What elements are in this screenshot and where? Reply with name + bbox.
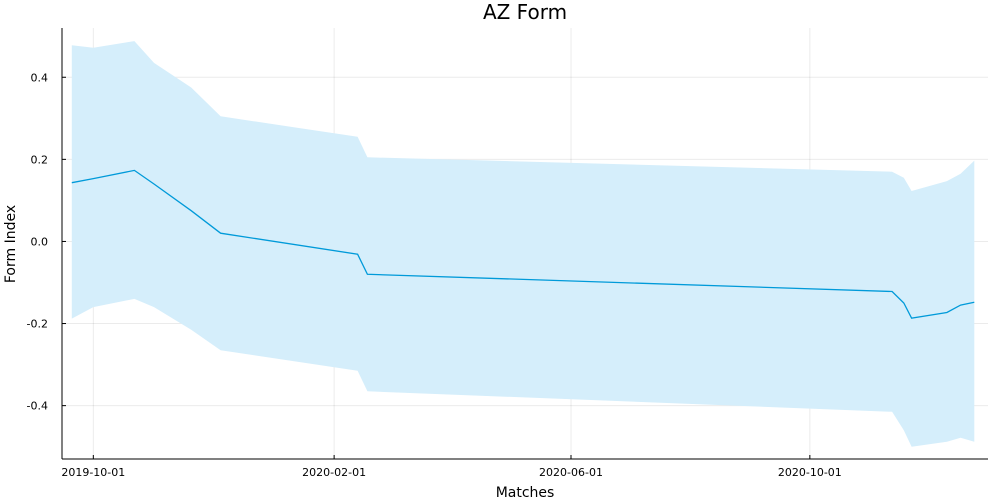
- axes-layer: [61, 28, 988, 460]
- x-axis-label: Matches: [496, 485, 555, 500]
- x-tick-label: 2020-06-01: [539, 466, 603, 479]
- x-tick-label: 2020-02-01: [302, 466, 366, 479]
- y-tick-label: 0.0: [31, 235, 49, 248]
- confidence-band: [71, 41, 975, 447]
- chart-title: AZ Form: [483, 0, 567, 24]
- x-tick-label: 2019-10-01: [61, 466, 125, 479]
- y-tick-label: -0.4: [27, 400, 48, 413]
- series-line: [71, 169, 975, 319]
- y-axis-label: Form Index: [3, 205, 19, 283]
- y-tick-label: -0.2: [27, 318, 48, 331]
- x-tick-label: 2020-10-01: [778, 466, 842, 479]
- y-tick-label: 0.2: [31, 153, 49, 166]
- confidence-band-layer: [71, 41, 975, 447]
- ticks-layer: 2019-10-01 2020-02-01 2020-06-01 2020-10-01…: [27, 71, 842, 479]
- series-line-layer: [71, 169, 975, 319]
- y-tick-label: 0.4: [31, 71, 49, 84]
